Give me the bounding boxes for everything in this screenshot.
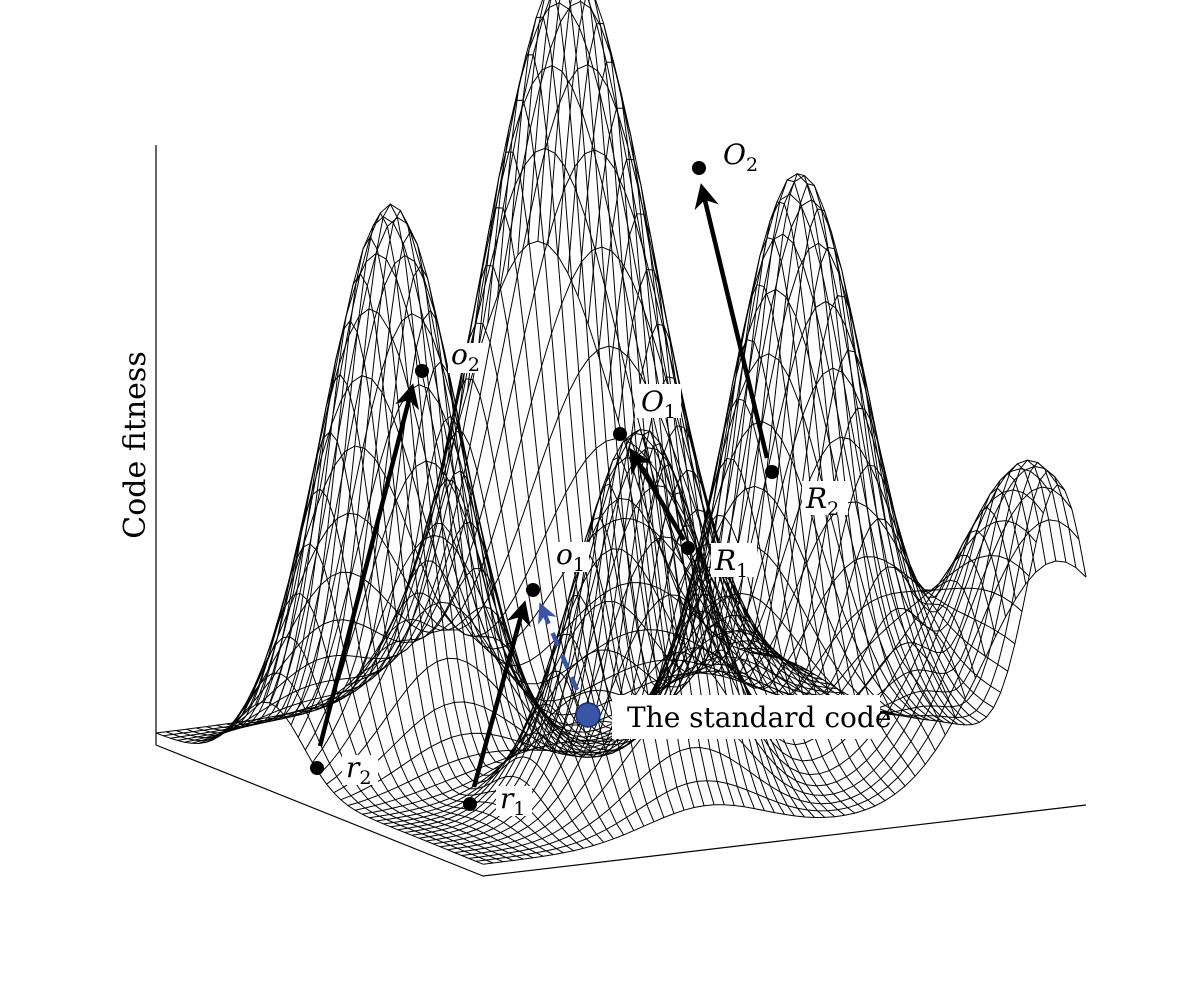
mesh-line bbox=[738, 461, 1067, 714]
mesh-line bbox=[226, 373, 554, 856]
arrow-R1-to-O1 bbox=[629, 447, 686, 542]
marker-R2 bbox=[765, 465, 779, 479]
label-r1: r1 bbox=[500, 782, 525, 820]
mesh-line bbox=[688, 506, 1017, 703]
left-floor-axis bbox=[155, 744, 484, 877]
mesh-line bbox=[708, 472, 1037, 708]
label-standard-code: The standard code bbox=[627, 701, 891, 734]
mesh-line bbox=[266, 211, 594, 846]
mesh-line bbox=[436, 378, 765, 811]
label-o2: o2 bbox=[451, 338, 480, 376]
mesh-line bbox=[416, 479, 745, 807]
axes bbox=[155, 145, 1087, 877]
ascent-arrows bbox=[317, 183, 770, 788]
marker-o1 bbox=[526, 583, 540, 597]
arrow-R2-to-O2 bbox=[694, 183, 770, 459]
mesh-line bbox=[627, 246, 956, 718]
mesh-line bbox=[286, 209, 615, 840]
mesh-line bbox=[658, 407, 986, 694]
label-bg-R1 bbox=[711, 543, 757, 577]
marker-standard-code bbox=[575, 702, 601, 728]
label-O2: O2 bbox=[723, 138, 758, 176]
mesh-line bbox=[256, 235, 584, 849]
label-R1: R1 bbox=[714, 544, 748, 582]
mesh-line bbox=[216, 431, 544, 857]
mesh-line bbox=[386, 430, 715, 805]
surface-mesh bbox=[155, 0, 1087, 865]
mesh-line bbox=[758, 483, 1087, 726]
marker-r1 bbox=[463, 797, 477, 811]
label-O1: O1 bbox=[641, 385, 676, 423]
mesh-line bbox=[587, 107, 916, 777]
arrow-r1-to-o1 bbox=[471, 600, 531, 788]
label-o1: o1 bbox=[556, 538, 585, 576]
right-floor-axis bbox=[482, 804, 1087, 877]
mesh-line bbox=[316, 309, 645, 827]
mesh-line bbox=[356, 456, 685, 811]
dashed-arrow-standard-to-o1 bbox=[538, 602, 580, 691]
mesh-line bbox=[678, 518, 1007, 701]
mesh-line bbox=[346, 470, 675, 814]
label-bg-standard-code bbox=[612, 695, 880, 739]
marker-R1 bbox=[681, 541, 695, 555]
mesh-line bbox=[336, 415, 665, 818]
mesh-line bbox=[597, 158, 926, 765]
arrow-r2-to-o2 bbox=[317, 383, 420, 747]
point-labels: O2 o2 O1 o1 R2 R1 r2 r1 The standard cod… bbox=[342, 138, 891, 820]
label-bg-R2 bbox=[802, 481, 848, 515]
mesh-line bbox=[186, 592, 514, 861]
mesh-line bbox=[206, 488, 534, 859]
mesh-line bbox=[648, 349, 976, 691]
label-bg-O1 bbox=[635, 384, 681, 418]
mesh-line bbox=[748, 470, 1077, 719]
label-bg-r2 bbox=[342, 755, 378, 785]
mesh-line bbox=[698, 487, 1027, 706]
point-markers bbox=[310, 161, 779, 811]
marker-O2 bbox=[692, 161, 706, 175]
mesh-line bbox=[175, 636, 504, 863]
z-axis-label: Code fitness bbox=[118, 351, 153, 538]
label-bg-r1 bbox=[496, 786, 532, 816]
mesh-line bbox=[617, 208, 946, 736]
label-bg-o1 bbox=[553, 542, 589, 572]
mesh-line bbox=[196, 543, 524, 860]
label-bg-O2 bbox=[720, 138, 764, 172]
mesh-line bbox=[383, 300, 987, 825]
marker-r2 bbox=[310, 761, 324, 775]
mesh-line bbox=[446, 322, 775, 813]
label-bg-o2 bbox=[448, 343, 484, 373]
marker-o2 bbox=[415, 364, 429, 378]
mesh-line bbox=[396, 442, 725, 805]
label-R2: R2 bbox=[805, 482, 839, 520]
mesh-line bbox=[276, 203, 604, 843]
marker-O1 bbox=[613, 427, 627, 441]
mesh-line bbox=[607, 183, 936, 751]
label-r2: r2 bbox=[346, 751, 371, 789]
